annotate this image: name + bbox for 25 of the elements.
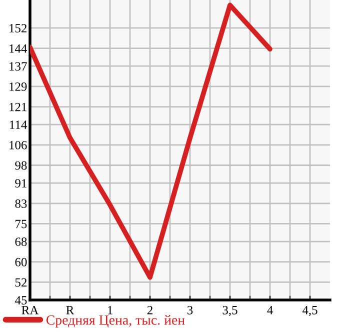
x-tick-label: 1 (108, 306, 112, 314)
y-tick-label: 152 (10, 24, 27, 32)
x-tick-label: 3,5 (222, 306, 238, 316)
y-tick-label: 121 (10, 102, 26, 112)
y-tick-label: 52 (15, 278, 27, 287)
y-tick-label: 106 (10, 140, 27, 150)
y-tick-label: 45 (14, 296, 27, 304)
x-tick-label: 4,5 (302, 306, 318, 316)
y-tick-label: 91 (15, 179, 26, 188)
y-tick-label: 83 (15, 199, 27, 208)
x-tick-label: RA (22, 306, 39, 314)
x-tick-label: 2 (147, 306, 152, 314)
y-tick-label: 114 (10, 120, 28, 129)
x-tick-label: 4 (267, 306, 273, 314)
y-tick-label: 129 (10, 82, 27, 91)
x-tick-label: 3 (187, 306, 193, 314)
y-tick-label: 68 (15, 238, 27, 246)
y-tick-label: 75 (16, 220, 27, 228)
y-tick-label: 144 (10, 44, 28, 53)
y-tick-label: 98 (15, 161, 27, 170)
y-tick-label: 137 (10, 62, 27, 71)
y-tick-label: 60 (15, 258, 27, 266)
legend-label: Средняя Цена, тыс. йен (46, 315, 185, 328)
line-series (30, 2, 272, 280)
x-tick-label: R (66, 306, 74, 314)
